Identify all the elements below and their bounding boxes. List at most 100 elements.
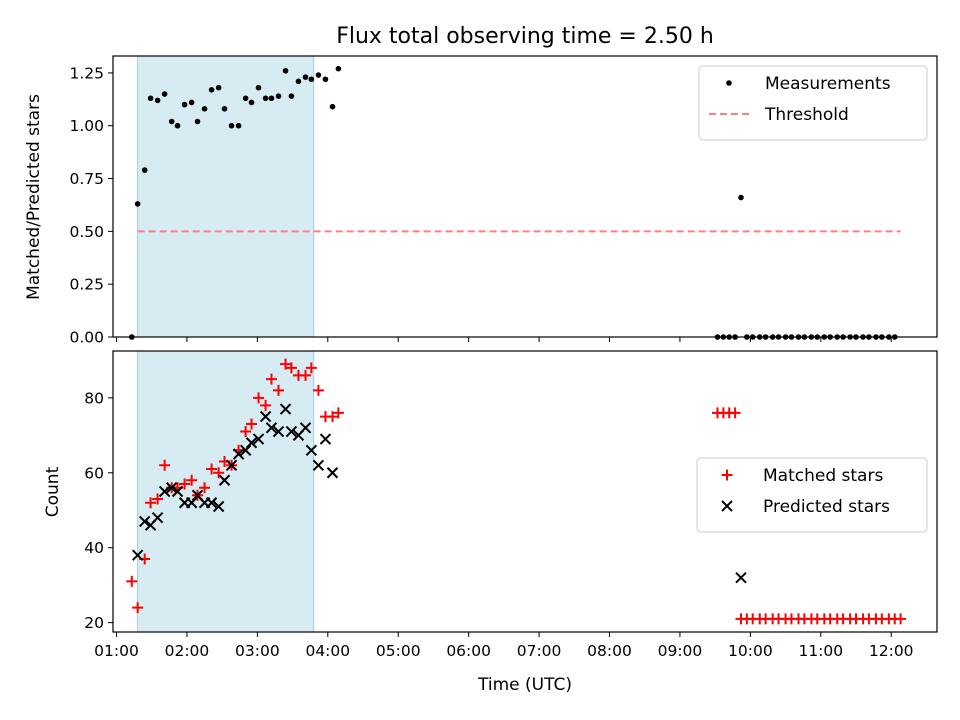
predicted-stars-point: [158, 485, 171, 498]
predicted-stars-point: [259, 410, 272, 423]
x-tick-label: 03:00: [235, 642, 280, 660]
predicted-stars-point: [285, 425, 298, 438]
measurements-point: [322, 76, 329, 83]
y-tick-label: 1.00: [69, 117, 104, 135]
predicted-stars-point: [185, 497, 198, 509]
measurements-point: [262, 95, 269, 102]
measurements-point: [242, 95, 249, 102]
measurements-point: [194, 118, 201, 125]
bottom-y-ticks: 20 40 60 80: [84, 389, 113, 632]
matched-stars-point: [312, 384, 324, 396]
predicted-stars-point: [131, 549, 144, 561]
matched-stars-point: [273, 384, 285, 396]
predicted-stars-point: [319, 433, 332, 445]
matched-stars-point: [285, 362, 297, 374]
x-tick-label: 05:00: [376, 642, 421, 660]
matched-stars-point: [253, 392, 265, 404]
matched-stars-point: [159, 459, 171, 471]
predicted-stars-point: [279, 403, 292, 415]
predicted-stars-point: [232, 448, 245, 460]
x-tick-label: 11:00: [798, 642, 843, 660]
measurements-point: [168, 118, 175, 125]
x-tick-label: 12:00: [869, 642, 914, 660]
x-tick-label: 08:00: [587, 642, 632, 660]
predicted-stars-point: [212, 500, 225, 513]
top-legend: Measurements Threshold: [698, 65, 928, 141]
matched-stars-point: [729, 407, 741, 419]
matched-stars-legend-swatch: [721, 469, 733, 481]
measurements-point: [221, 106, 228, 112]
bottom-legend: Matched stars Predicted stars: [696, 457, 928, 533]
measurements-point: [738, 194, 744, 201]
predicted-stars-legend-label: Predicted stars: [763, 497, 890, 517]
measurements-point: [228, 122, 235, 129]
threshold-legend-label: Threshold: [764, 105, 849, 125]
predicted-stars-point: [299, 422, 312, 434]
measurements-point: [208, 87, 215, 93]
y-tick-label: 40: [84, 539, 104, 557]
predicted-stars-point: [239, 444, 252, 456]
predicted-stars-point: [205, 497, 218, 509]
matched-stars-point: [240, 426, 252, 438]
legend-box: [698, 65, 928, 141]
legend-box: [696, 457, 928, 533]
x-tick-label: 09:00: [658, 642, 703, 660]
predicted-stars-point: [218, 474, 231, 486]
x-tick-label: 04:00: [305, 642, 350, 660]
bottom-data-marks: [126, 358, 907, 625]
predicted-stars-point: [265, 422, 278, 434]
matched-stars-point: [260, 399, 272, 411]
measurements-point: [255, 84, 262, 91]
predicted-stars-point: [165, 482, 178, 494]
matched-stars-point: [246, 418, 258, 430]
measurements-point: [335, 65, 342, 72]
y-tick-label: 0.00: [69, 329, 104, 347]
top-panel: 0.00 0.25 0.50 0.75 1.00 1.25 Matched/Predict…: [24, 55, 938, 347]
matched-stars-point: [126, 575, 138, 587]
measurements-point: [174, 122, 181, 129]
bottom-y-axis-label: Count: [43, 466, 63, 517]
measurements-legend-swatch: [726, 80, 732, 86]
matched-stars-point: [186, 474, 198, 486]
predicted-stars-point: [138, 515, 151, 528]
measurements-point: [154, 97, 161, 104]
predicted-stars-point: [225, 459, 238, 471]
matched-stars-point: [332, 407, 344, 419]
bottom-plot-frame: [112, 350, 938, 633]
y-tick-label: 0.50: [69, 223, 104, 241]
bottom-x-ticks: 01:00 02:00 03:00 04:00 05:00 06:00 07:00 08:00…: [94, 632, 914, 660]
measurements-point: [215, 84, 222, 91]
measurements-point: [235, 122, 242, 129]
matched-stars-point: [326, 411, 338, 423]
matched-stars-point: [179, 478, 191, 490]
measurements-point: [181, 101, 188, 108]
matched-stars-point: [265, 373, 277, 385]
y-tick-label: 20: [84, 614, 104, 632]
chart-title: Flux total observing time = 2.50 h: [336, 24, 714, 49]
matched-stars-point: [152, 493, 164, 505]
measurements-point: [248, 99, 255, 106]
x-tick-label: 10:00: [728, 642, 773, 660]
matched-stars-point: [895, 613, 907, 625]
predicted-stars-point: [326, 467, 339, 479]
predicted-stars-point: [305, 444, 318, 456]
matched-stars-point: [213, 467, 225, 479]
predicted-stars-point: [151, 512, 164, 524]
y-tick-label: 60: [84, 464, 104, 482]
x-tick-label: 02:00: [165, 642, 210, 660]
matched-stars-point: [145, 497, 157, 509]
top-plot-frame: [112, 55, 938, 338]
measurements-point: [141, 167, 148, 173]
matched-stars-point: [132, 602, 144, 614]
measurements-point: [329, 103, 336, 110]
predicted-stars-point: [245, 437, 258, 449]
y-tick-label: 0.25: [69, 276, 104, 294]
measurements-point: [315, 72, 322, 78]
predicted-stars-legend-swatch: [721, 500, 733, 512]
bottom-panel: 01:00 02:00 03:00 04:00 05:00 06:00 07:00 08:00…: [43, 350, 938, 660]
x-tick-label: 01:00: [94, 642, 139, 660]
matched-stars-point: [280, 358, 292, 370]
measurements-point: [282, 67, 289, 74]
predicted-stars-point: [735, 571, 747, 584]
